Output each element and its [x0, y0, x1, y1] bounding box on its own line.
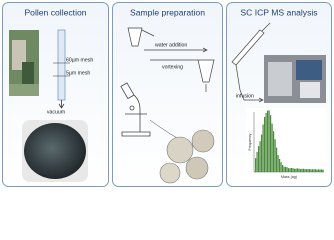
histogram-bar [318, 169, 320, 172]
histogram-bar [297, 168, 299, 172]
panel-title: SC ICP MS analysis [240, 7, 317, 17]
histogram-bar [289, 168, 291, 172]
graphical-abstract: Pollen collection Sample preparation SC … [2, 2, 332, 187]
histogram-bar [273, 131, 275, 172]
histogram-bar [271, 123, 273, 172]
histogram-bar [306, 169, 308, 172]
histogram-bar [255, 158, 257, 172]
histogram-bar [259, 141, 261, 172]
label: vacuum [47, 109, 65, 115]
histogram-bar [258, 146, 260, 172]
histogram: Frequency Mass (ag) [246, 108, 326, 180]
histogram-bar [267, 110, 269, 172]
histogram-bar [288, 168, 290, 172]
histogram-bar [262, 124, 264, 172]
histogram-bar [274, 139, 276, 172]
histogram-bar [283, 166, 285, 172]
histogram-bar [292, 168, 294, 172]
histogram-bar [265, 113, 267, 172]
histogram-bar [321, 169, 323, 172]
axis-label: Frequency [248, 133, 252, 150]
pollen-images [159, 129, 215, 184]
vortex-tube [197, 59, 215, 92]
histogram-bar [298, 168, 300, 172]
collection-tube [53, 29, 70, 109]
label: water addition [155, 42, 187, 48]
histogram-bar [285, 166, 287, 172]
tube-icon [127, 27, 155, 47]
histogram-bar [282, 165, 284, 172]
label: 5µm mesh [66, 70, 90, 76]
histogram-bar [279, 159, 281, 172]
histogram-bar [291, 167, 293, 172]
histogram-bar [312, 169, 314, 172]
label: vortexing [162, 64, 183, 70]
histogram-bar [309, 169, 311, 172]
panel-title: Sample preparation [130, 7, 205, 17]
histogram-bar [276, 147, 278, 172]
histogram-bar [256, 151, 258, 172]
instrument-photo [264, 55, 326, 103]
histogram-bar [303, 168, 305, 172]
histogram-bar [264, 117, 266, 172]
histogram-bar [313, 169, 315, 172]
histogram-bar [294, 168, 296, 172]
histogram-bar [277, 155, 279, 172]
collection-photo [9, 30, 39, 96]
histogram-bar [286, 167, 288, 172]
filter-photo [22, 120, 88, 182]
arrow-head [258, 97, 264, 103]
histogram-bar [307, 169, 309, 172]
histogram-bar [319, 169, 321, 172]
histogram-bar [310, 169, 312, 172]
label: infusion [236, 93, 254, 99]
histogram-bar [268, 110, 270, 172]
histogram-bar [301, 168, 303, 172]
histogram-bar [295, 168, 297, 172]
histogram-bar [315, 169, 317, 172]
histogram-bar [280, 162, 282, 172]
histogram-bar [300, 169, 302, 172]
histogram-bar [261, 134, 263, 172]
histogram-bar [270, 115, 272, 172]
histogram-bar [322, 169, 324, 172]
microscope-icon [120, 82, 151, 137]
histogram-bar [316, 169, 318, 172]
arrow-head [202, 47, 208, 53]
label: 60µm mesh [66, 57, 93, 63]
histogram-bar [304, 169, 306, 172]
axis-label: Mass (ag) [281, 175, 297, 179]
panel-title: Pollen collection [24, 7, 86, 17]
pipette-icon [231, 22, 271, 101]
